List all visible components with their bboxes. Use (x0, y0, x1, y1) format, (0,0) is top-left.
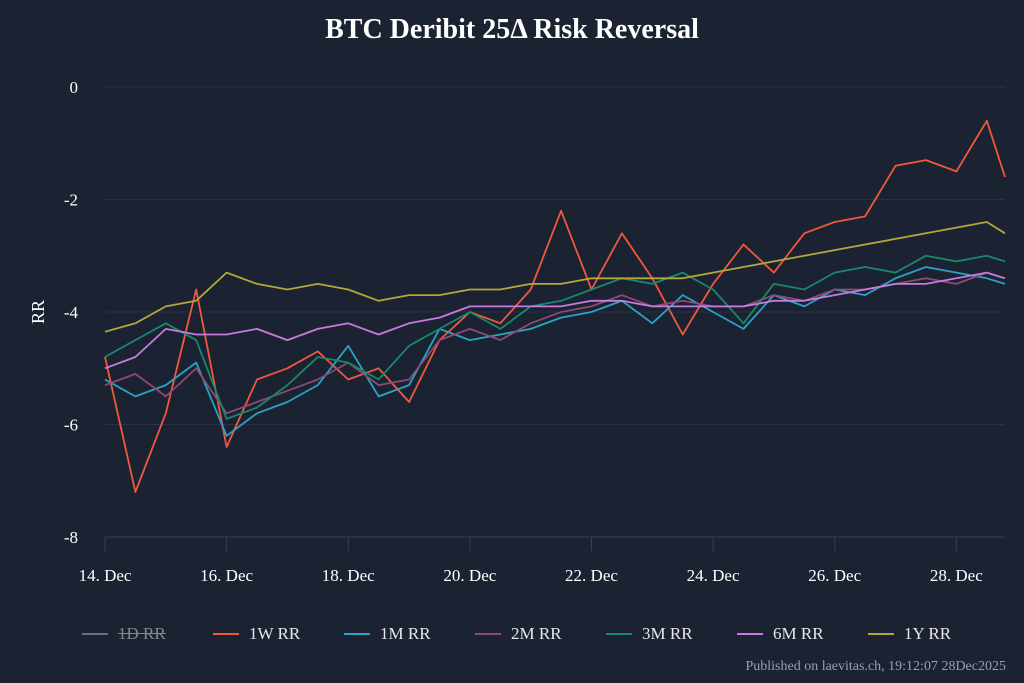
legend-item-1y-rr[interactable]: 1Y RR (868, 624, 999, 644)
series-line-2m-rr (104, 271, 1006, 415)
x-tick-label: 28. Dec (930, 566, 983, 585)
series-line-1y-rr (104, 221, 1006, 333)
x-tick-label: 14. Dec (79, 566, 132, 585)
legend-item-2m-rr[interactable]: 2M RR (475, 624, 606, 644)
published-footer: Published on laevitas.ch, 19:12:07 28Dec… (745, 659, 1006, 674)
legend-item-3m-rr[interactable]: 3M RR (606, 624, 737, 644)
y-tick-label: 0 (70, 78, 79, 97)
legend-swatch (606, 633, 632, 635)
legend-item-1w-rr[interactable]: 1W RR (213, 624, 344, 644)
legend-swatch (213, 633, 239, 635)
line-chart: 0 -2 -4 -6 -8 RR 14. Dec 16. Dec 18. Dec 20. Dec 2… (28, 78, 1006, 585)
legend-swatch (82, 633, 108, 635)
legend-label: 1Y RR (904, 624, 952, 643)
x-tick-label: 16. Dec (200, 566, 253, 585)
legend-label: 2M RR (511, 624, 562, 643)
x-tick-label: 20. Dec (443, 566, 496, 585)
legend-swatch (475, 633, 501, 635)
legend-item-1m-rr[interactable]: 1M RR (344, 624, 475, 644)
x-tick-label: 24. Dec (687, 566, 740, 585)
legend-label: 6M RR (773, 624, 824, 643)
y-tick-label: -8 (64, 528, 78, 547)
x-tick-label: 26. Dec (808, 566, 861, 585)
legend-item-1d-rr[interactable]: 1D RR (82, 624, 213, 644)
legend-label: 1M RR (380, 624, 431, 643)
legend-swatch (868, 633, 894, 635)
legend-label: 1W RR (249, 624, 301, 643)
series-line-1w-rr (104, 119, 1006, 493)
series-line-3m-rr (104, 254, 1006, 420)
y-axis-label: RR (28, 300, 48, 324)
legend-label: 1D RR (118, 624, 166, 643)
legend-swatch (737, 633, 763, 635)
series-line-6m-rr (104, 271, 1006, 370)
legend-swatch (344, 633, 370, 635)
legend: 1D RR 1W RR 1M RR 2M RR 3M RR 6M RR 1Y RR (82, 624, 999, 644)
x-tick-label: 18. Dec (322, 566, 375, 585)
series-line-1m-rr (104, 266, 1006, 437)
y-tick-label: -6 (64, 416, 78, 435)
legend-label: 3M RR (642, 624, 693, 643)
y-tick-label: -2 (64, 191, 78, 210)
y-tick-label: -4 (64, 303, 79, 322)
x-tick-label: 22. Dec (565, 566, 618, 585)
legend-item-6m-rr[interactable]: 6M RR (737, 624, 868, 644)
chart-title: BTC Deribit 25Δ Risk Reversal (325, 14, 699, 45)
